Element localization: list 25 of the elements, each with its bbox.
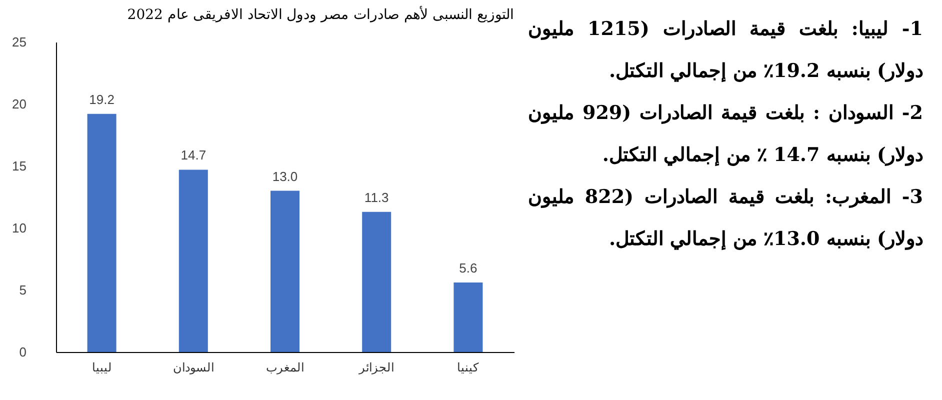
text: 2- السودان : بلغت قيمة الصادرات (929 مليون دولار) بنسبه 14.7 ٪ من إجمالي التكتل. (528, 101, 924, 168)
x-tick-label: السودان (172, 360, 214, 374)
chart-title: التوزيع النسبى لأهم صادرات مصر ودول الاتحاد الافريقى عام 2022 (127, 5, 514, 23)
x-tick-label: كينيا (457, 360, 480, 374)
y-tick-label: 20 (12, 96, 26, 112)
data-label: 11.3 (364, 190, 389, 205)
bar (270, 190, 300, 352)
text: 1- ليبيا: بلغت قيمة الصادرات (1215 مليون دولار) بنسبه 19.2٪ من إجمالي التكتل. (528, 17, 923, 84)
data-label: 5.6 (459, 260, 478, 276)
x-tick-label: الجزائر (358, 360, 394, 374)
bar (87, 114, 116, 352)
data-label: 19.2 (89, 92, 114, 107)
y-tick-label: 25 (12, 34, 26, 50)
y-tick-label: 15 (12, 158, 26, 174)
data-label: 13.0 (272, 168, 298, 184)
x-tick-label: المغرب (266, 360, 304, 374)
y-tick-label: 10 (12, 220, 26, 236)
y-tick-label: 5 (19, 282, 26, 298)
text: 3- المغرب: بلغت قيمة الصادرات (822 مليون دولار) بنسبه 13.0٪ من إجمالي التكتل. (528, 185, 923, 252)
bar (454, 282, 483, 352)
data-label: 14.7 (180, 148, 206, 163)
x-tick-label: ليبيا (92, 360, 112, 374)
bar (178, 170, 208, 352)
bar (362, 212, 392, 352)
y-tick-label: 0 (19, 344, 26, 360)
